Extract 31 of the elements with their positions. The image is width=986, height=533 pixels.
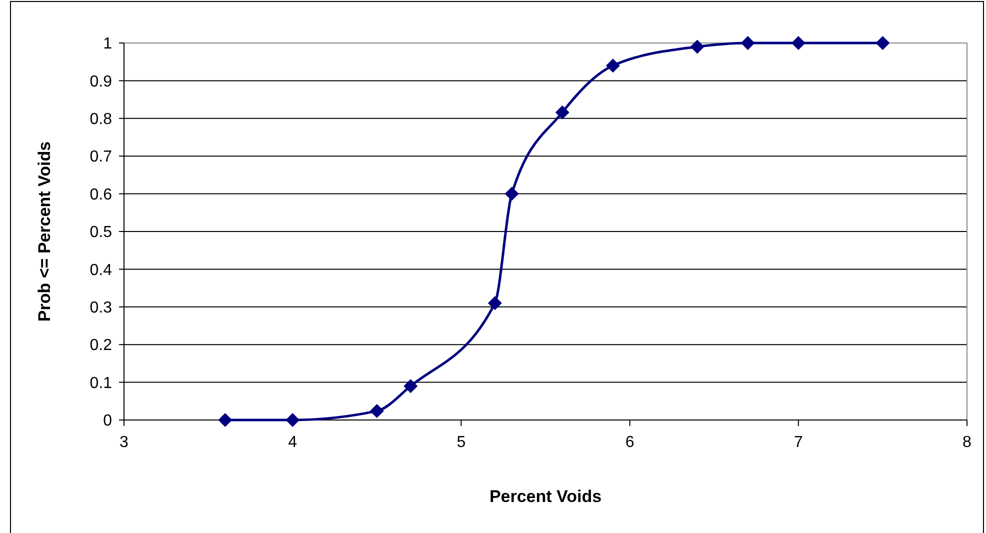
x-axis-title: Percent Voids: [489, 487, 602, 506]
point: [286, 413, 300, 427]
y-tick-label: 0.7: [90, 148, 112, 166]
x-tick-label: 7: [794, 434, 803, 451]
y-axis-title: Prob <= Percent Voids: [35, 141, 54, 322]
point: [555, 105, 570, 120]
y-tick-label: 0.5: [90, 224, 112, 242]
y-tick-label: 0.3: [90, 300, 112, 316]
y-tick-label: 1: [103, 36, 112, 53]
y-tick-label: 0.4: [90, 262, 112, 279]
point: [791, 36, 806, 50]
point: [504, 186, 519, 201]
point: [404, 379, 418, 394]
point: [370, 404, 384, 418]
y-tick-label: 0: [103, 412, 112, 430]
x-tick-label: 8: [962, 434, 972, 451]
x-tick-label: 4: [288, 434, 298, 451]
y-tick-label: 0.2: [90, 337, 112, 354]
x-tick-label: 6: [625, 434, 634, 451]
y-tick-label: 0.9: [90, 73, 112, 90]
y-tick-label: 0.6: [90, 186, 112, 204]
point: [876, 36, 890, 50]
point: [740, 36, 755, 50]
point: [488, 296, 502, 310]
point: [218, 413, 232, 427]
point: [606, 58, 620, 73]
x-tick-label: 5: [456, 434, 466, 451]
x-tick-label: 3: [120, 434, 129, 451]
y-tick-label: 0.8: [90, 111, 112, 128]
point: [690, 40, 704, 54]
y-tick-label: 0.1: [90, 374, 112, 392]
